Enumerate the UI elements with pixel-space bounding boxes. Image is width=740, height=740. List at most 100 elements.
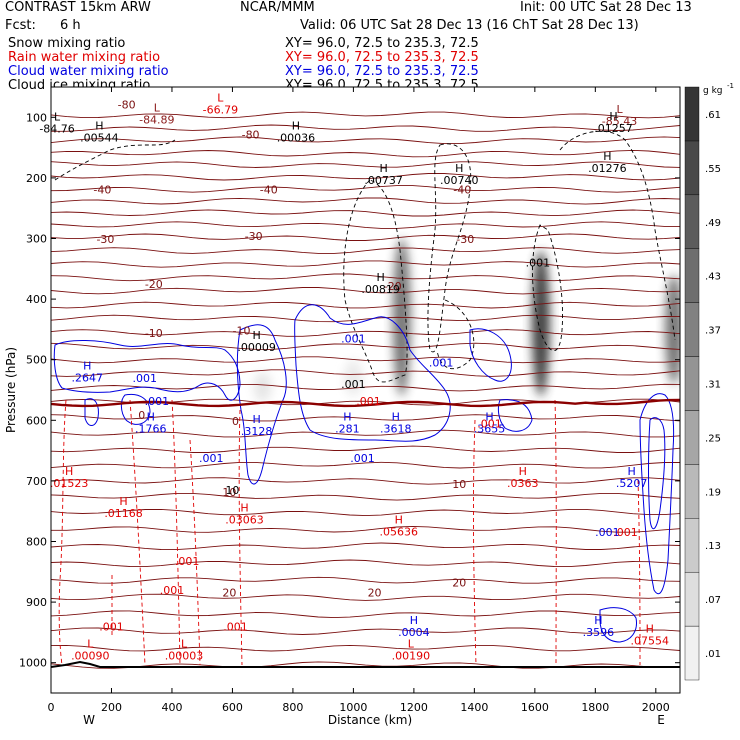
extremum-value: .00090 bbox=[71, 650, 110, 663]
temperature-contour-label: -40 bbox=[260, 183, 278, 196]
plot-frame bbox=[50, 86, 681, 694]
colorbar-label: .25 bbox=[705, 433, 721, 444]
extremum-marker: H bbox=[252, 329, 260, 342]
init-time: Init: 00 UTC Sat 28 Dec 13 bbox=[520, 0, 692, 15]
extremum-marker: H bbox=[485, 410, 493, 423]
x-tick-label: 1600 bbox=[521, 701, 549, 714]
colorbar-label: .19 bbox=[705, 487, 721, 498]
field-xy-snow: XY= 96.0, 72.5 to 235.3, 72.5 bbox=[285, 36, 479, 51]
extremum-marker: H bbox=[95, 119, 103, 132]
temperature-contour bbox=[51, 197, 680, 205]
y-tick-label: 900 bbox=[26, 596, 47, 609]
cloud-water-contour bbox=[84, 398, 99, 426]
temperature-contour bbox=[51, 644, 680, 652]
temperature-contour bbox=[51, 461, 680, 469]
x-tick-label: 1000 bbox=[339, 701, 367, 714]
temperature-contour bbox=[51, 273, 680, 282]
cloud-ice-contour bbox=[436, 299, 475, 370]
temperature-contour bbox=[51, 576, 680, 584]
colorbar-label: .43 bbox=[705, 272, 721, 283]
extremum-marker: H bbox=[392, 410, 400, 423]
colorbar-swatch bbox=[684, 518, 700, 573]
temperature-contour bbox=[51, 369, 680, 377]
extremum-value: .00819 bbox=[361, 283, 400, 296]
temperature-contour bbox=[51, 477, 680, 485]
temperature-contour bbox=[51, 492, 680, 501]
temperature-contour bbox=[51, 221, 680, 229]
colorbar-label: .37 bbox=[705, 326, 721, 337]
temperature-contour bbox=[51, 593, 680, 601]
east-label: E bbox=[657, 713, 665, 727]
colorbar-swatch bbox=[684, 464, 700, 519]
temperature-contour bbox=[51, 161, 680, 168]
x-tick-label: 2000 bbox=[642, 701, 670, 714]
extremum-marker: H bbox=[343, 410, 351, 423]
colorbar-swatch bbox=[684, 356, 700, 411]
y-axis-title: Pressure (hPa) bbox=[4, 347, 18, 433]
cloud-water-contour bbox=[120, 393, 151, 425]
cloud-water-contour bbox=[599, 607, 637, 643]
temperature-contour bbox=[51, 247, 680, 254]
colorbar-swatch bbox=[684, 194, 700, 249]
extremum-marker: H bbox=[455, 162, 463, 175]
temperature-contour-label: -40 bbox=[453, 183, 471, 196]
temperature-contour bbox=[51, 173, 680, 181]
field-name-cloud-water: Cloud water mixing ratio bbox=[8, 64, 169, 79]
extremum-marker: L bbox=[54, 110, 61, 123]
contour-value-label: .001 bbox=[526, 257, 551, 270]
colorbar-label: .31 bbox=[705, 380, 721, 391]
extremum-value: .3655 bbox=[474, 422, 506, 435]
x-tick-label: 600 bbox=[222, 701, 243, 714]
extremum-value: .00036 bbox=[277, 131, 316, 144]
extremum-marker: H bbox=[646, 622, 654, 635]
temperature-contour-label: 20 bbox=[368, 586, 382, 599]
contour-value-label: .001 bbox=[613, 526, 638, 539]
temperature-contour bbox=[51, 260, 680, 268]
extremum-value: .00190 bbox=[392, 650, 431, 663]
y-tick-label: 600 bbox=[26, 414, 47, 427]
temperature-contour bbox=[51, 233, 680, 241]
field-name-rain: Rain water mixing ratio bbox=[8, 50, 161, 65]
temperature-contour-label: 0 bbox=[232, 415, 239, 428]
cloud-water-contour bbox=[648, 417, 666, 530]
extremum-marker: L bbox=[616, 103, 623, 116]
rain-water-contour bbox=[637, 479, 641, 666]
temperature-contour bbox=[51, 610, 680, 619]
temperature-contour bbox=[51, 301, 680, 309]
temperature-contour-label: -30 bbox=[456, 233, 474, 246]
contour-value-label: .001 bbox=[356, 395, 381, 408]
extremum-value: .00740 bbox=[440, 174, 479, 187]
extremum-value: -84.76 bbox=[39, 122, 74, 135]
temperature-contour-label: -10 bbox=[233, 325, 251, 338]
y-tick-label: 100 bbox=[26, 111, 47, 124]
temperature-contour bbox=[51, 627, 680, 635]
temperature-contour bbox=[51, 287, 680, 295]
colorbar-swatch bbox=[684, 140, 700, 196]
colorbar-label: .49 bbox=[705, 218, 721, 229]
colorbar-swatch bbox=[684, 625, 700, 681]
temperature-contour bbox=[51, 414, 680, 422]
temperature-contour bbox=[51, 559, 680, 568]
extremum-marker: L bbox=[87, 638, 94, 651]
extremum-marker: H bbox=[594, 614, 602, 627]
temperature-contour bbox=[51, 661, 680, 669]
extremum-marker: H bbox=[376, 271, 384, 284]
colorbar: .01 .07 .13 .19 .25 .31 .37 .43 .49 .55 .61 g kg -1 bbox=[684, 82, 734, 681]
extremum-marker: H bbox=[609, 110, 617, 123]
extremum-value: .1766 bbox=[135, 422, 167, 435]
cloud-ice-contour bbox=[427, 143, 472, 353]
temperature-contour bbox=[51, 185, 680, 193]
temperature-contour-label: 10 bbox=[222, 486, 236, 499]
contour-value-label: .001 bbox=[477, 417, 502, 430]
temperature-contour-label: -40 bbox=[93, 183, 111, 196]
temperature-contour-label: -80 bbox=[242, 128, 260, 141]
extremum-marker: H bbox=[83, 359, 91, 372]
temperature-contour bbox=[51, 542, 680, 551]
rain-water-contour bbox=[129, 399, 146, 666]
extremum-marker: H bbox=[603, 150, 611, 163]
fcst-value: 6 h bbox=[60, 18, 81, 33]
extremum-marker: L bbox=[181, 638, 188, 651]
contour-value-label: .001 bbox=[429, 357, 454, 370]
contour-value-label: .001 bbox=[145, 395, 170, 408]
colorbar-label: .13 bbox=[705, 541, 721, 552]
